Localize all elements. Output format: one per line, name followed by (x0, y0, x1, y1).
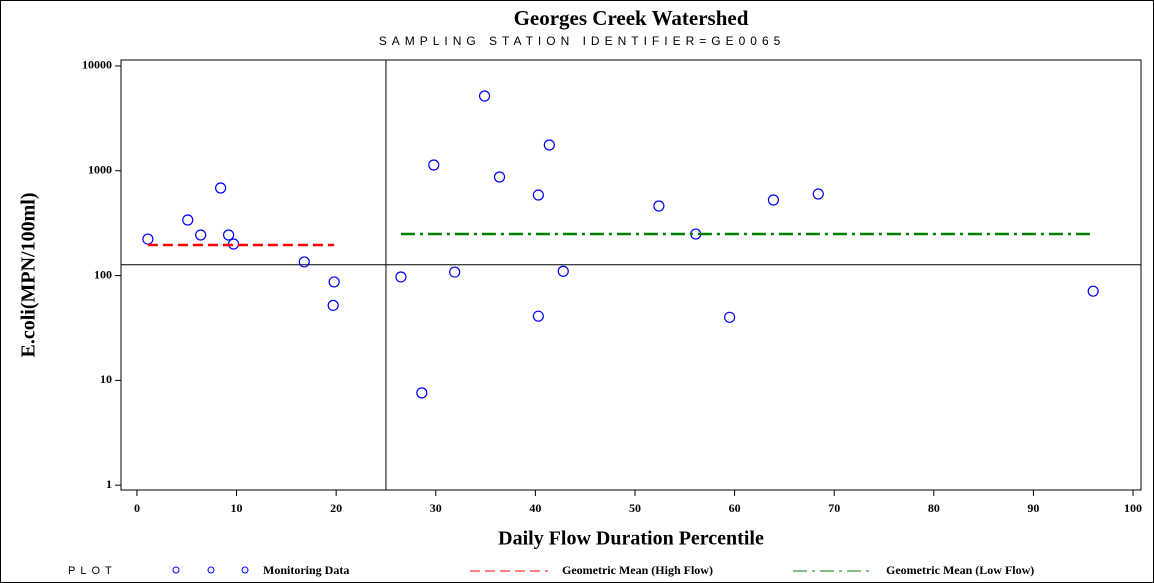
data-point (395, 271, 407, 283)
x-tick-label: 20 (330, 501, 342, 515)
data-point (416, 387, 428, 399)
chart-subtitle: SAMPLING STATION IDENTIFIER=GE0065 (379, 34, 786, 48)
legend-label: Geometric Mean (Low Flow) (886, 563, 1034, 577)
data-point (327, 299, 339, 311)
x-tick-label: 90 (1027, 501, 1039, 515)
data-point (724, 311, 736, 323)
x-tick-label: 50 (629, 501, 641, 515)
data-point (543, 139, 555, 151)
data-point (532, 310, 544, 322)
data-point (767, 194, 780, 206)
data-point (493, 171, 506, 183)
x-tick-label: 30 (430, 501, 442, 515)
legend-symbol (172, 566, 180, 574)
legend-label: Geometric Mean (High Flow) (562, 563, 713, 577)
plot-frame (120, 59, 1142, 491)
data-point (222, 229, 235, 241)
y-tick-label: 100 (94, 267, 112, 281)
x-tick-label: 0 (134, 501, 140, 515)
data-point (298, 256, 310, 268)
data-point (328, 276, 340, 288)
data-point (557, 265, 569, 277)
y-tick-label: 1 (106, 477, 112, 491)
x-axis-label: Daily Flow Duration Percentile (498, 528, 764, 550)
x-tick-label: 10 (231, 501, 243, 515)
data-point (532, 189, 544, 201)
legend-symbol (241, 566, 249, 574)
legend-symbol (207, 566, 215, 574)
x-tick-label: 70 (828, 501, 840, 515)
y-tick-label: 10 (100, 372, 112, 386)
x-tick-label: 80 (928, 501, 940, 515)
data-point (449, 266, 461, 278)
data-point (1087, 285, 1099, 297)
legend-title: PLOT (68, 565, 117, 577)
chart-title: Georges Creek Watershed (514, 6, 749, 30)
data-point (142, 233, 154, 245)
data-point (653, 200, 665, 212)
data-point (195, 229, 207, 241)
x-tick-label: 100 (1124, 501, 1142, 515)
data-point (182, 214, 194, 226)
data-point (428, 159, 440, 171)
y-axis-label: E.coli(MPN/100ml) (18, 193, 40, 358)
data-point (215, 182, 227, 194)
x-tick-label: 40 (529, 501, 541, 515)
legend-label: Monitoring Data (263, 563, 349, 577)
x-tick-label: 60 (729, 501, 741, 515)
y-tick-label: 1000 (88, 163, 112, 177)
data-point (812, 188, 824, 200)
data-point (478, 90, 491, 102)
y-tick-label: 10000 (82, 58, 112, 72)
